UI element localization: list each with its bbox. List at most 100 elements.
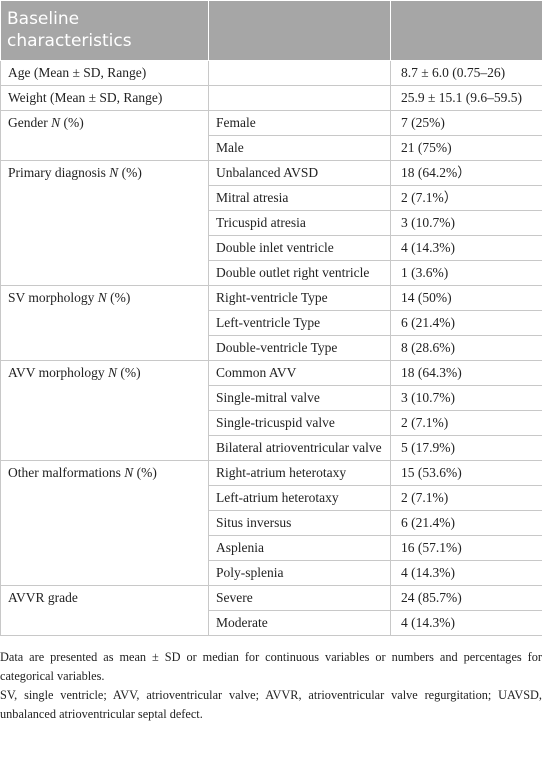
table-row: Other malformations N (%) Right-atrium he… <box>0 460 542 586</box>
item-name: Left-atrium heterotaxy <box>216 490 339 505</box>
group-label: Age (Mean ± SD, Range) <box>8 65 147 80</box>
table-row: Single-mitral valve 3 (10.7%) <box>1 385 542 411</box>
item-name: Poly-splenia <box>216 565 284 580</box>
item-value: 18 (64.3%) <box>401 365 462 380</box>
table-row: Moderate 4 (14.3%) <box>1 610 542 636</box>
group-cell: SV morphology N (%) <box>0 285 209 361</box>
value-cell: 3 (10.7%) <box>390 385 542 411</box>
group-cell: Other malformations N (%) <box>0 460 209 586</box>
group-cell: AVVR grade <box>0 585 209 636</box>
group-label: Weight (Mean ± SD, Range) <box>8 90 163 105</box>
table-row: Poly-splenia 4 (14.3%) <box>1 560 542 586</box>
table-row: Tricuspid atresia 3 (10.7%) <box>1 210 542 236</box>
header-cell <box>208 0 391 61</box>
item-name: Moderate <box>216 615 268 630</box>
item-value: 25.9 ± 15.1 (9.6–59.5) <box>401 90 523 105</box>
group-cell: AVV morphology N (%) <box>0 360 209 461</box>
value-cell: 25.9 ± 15.1 (9.6–59.5) <box>390 85 542 111</box>
value-cell: 18 (64.2%） <box>390 160 542 186</box>
item-cell: Left-atrium heterotaxy <box>208 485 391 511</box>
item-cell: Bilateral atrioventricular valve <box>208 435 391 461</box>
item-name: Right-atrium heterotaxy <box>216 465 347 480</box>
value-cell: 6 (21.4%) <box>390 310 542 336</box>
item-name: Right-ventricle Type <box>216 290 328 305</box>
table-row: Mitral atresia 2 (7.1%） <box>1 185 542 211</box>
item-value: 1 (3.6%) <box>401 265 449 280</box>
stat-symbol: N <box>51 115 61 130</box>
stat-symbol: N <box>97 290 107 305</box>
item-value: 7 (25%) <box>401 115 445 130</box>
table-row: Age (Mean ± SD, Range) 8.7 ± 6.0 (0.75–26… <box>0 60 542 86</box>
table-row: AVV morphology N (%) Common AVV 18 (64.3%) <box>0 360 542 461</box>
item-value: 24 (85.7%) <box>401 590 462 605</box>
item-cell: Tricuspid atresia <box>208 210 391 236</box>
group-cell: Gender N (%) <box>0 110 209 161</box>
value-cell: 5 (17.9%) <box>390 435 542 461</box>
value-cell: 2 (7.1%) <box>390 485 542 511</box>
item-name: Left-ventricle Type <box>216 315 321 330</box>
group-label: AVVR grade <box>8 590 78 605</box>
item-cell: Double-ventricle Type <box>208 335 391 361</box>
group-cell: Age (Mean ± SD, Range) <box>0 60 209 86</box>
group-label: Other malformations <box>8 465 121 480</box>
item-name: Single-mitral valve <box>216 390 320 405</box>
table-row: Double outlet right ventricle 1 (3.6%) <box>1 260 542 286</box>
item-cell: Single-tricuspid valve <box>208 410 391 436</box>
item-name: Double outlet right ventricle <box>216 265 370 280</box>
characteristics-table: Baseline characteristics Age (Mean ± SD,… <box>0 0 542 636</box>
item-cell: Double inlet ventricle <box>208 235 391 261</box>
table-row: Left-atrium heterotaxy 2 (7.1%) <box>1 485 542 511</box>
item-value: 14 (50%) <box>401 290 452 305</box>
item-name: Common AVV <box>216 365 297 380</box>
value-cell: 4 (14.3%) <box>390 560 542 586</box>
stat-unit: (%) <box>63 115 84 130</box>
table-row: Weight (Mean ± SD, Range) 25.9 ± 15.1 (9.… <box>0 85 542 111</box>
item-name: Single-tricuspid valve <box>216 415 335 430</box>
item-name: Situs inversus <box>216 515 292 530</box>
item-cell: Mitral atresia <box>208 185 391 211</box>
table-row: Double inlet ventricle 4 (14.3%) <box>1 235 542 261</box>
item-cell: Poly-splenia <box>208 560 391 586</box>
item-cell: Severe <box>208 585 391 611</box>
table-row: Double-ventricle Type 8 (28.6%) <box>1 335 542 361</box>
value-cell: 16 (57.1%) <box>390 535 542 561</box>
group-label: SV morphology <box>8 290 95 305</box>
table-row: Left-ventricle Type 6 (21.4%) <box>1 310 542 336</box>
item-cell: Moderate <box>208 610 391 636</box>
value-cell: 18 (64.3%) <box>390 360 542 386</box>
value-cell: 24 (85.7%) <box>390 585 542 611</box>
item-name: Double-ventricle Type <box>216 340 338 355</box>
stat-unit: (%) <box>136 465 157 480</box>
header-cell <box>390 0 542 61</box>
item-value: 8 (28.6%) <box>401 340 455 355</box>
item-cell: Common AVV <box>208 360 391 386</box>
item-value: 8.7 ± 6.0 (0.75–26) <box>401 65 506 80</box>
value-cell: 4 (14.3%) <box>390 235 542 261</box>
value-cell: 2 (7.1%) <box>390 410 542 436</box>
item-cell: Female <box>208 110 391 136</box>
value-cell: 8.7 ± 6.0 (0.75–26) <box>390 60 542 86</box>
item-cell: Single-mitral valve <box>208 385 391 411</box>
item-cell: Situs inversus <box>208 510 391 536</box>
item-value: 3 (10.7%) <box>401 390 455 405</box>
item-value: 5 (17.9%) <box>401 440 455 455</box>
stat-symbol: N <box>124 465 134 480</box>
item-cell <box>208 60 391 86</box>
footnote: SV, single ventricle; AVV, atrioventricu… <box>0 688 542 721</box>
group-label: Primary diagnosis <box>8 165 106 180</box>
value-cell: 6 (21.4%) <box>390 510 542 536</box>
value-cell: 21 (75%) <box>390 135 542 161</box>
group-cell: Primary diagnosis N (%) <box>0 160 209 286</box>
item-name: Asplenia <box>216 540 264 555</box>
item-value: 6 (21.4%) <box>401 315 455 330</box>
stat-unit: (%) <box>110 290 131 305</box>
item-name: Mitral atresia <box>216 190 289 205</box>
item-name: Male <box>216 140 244 155</box>
item-name: Tricuspid atresia <box>216 215 306 230</box>
item-value: 2 (7.1%) <box>401 415 449 430</box>
item-name: Severe <box>216 590 253 605</box>
table-row: AVVR grade Severe 24 (85.7%) <box>0 585 542 636</box>
table-body: Age (Mean ± SD, Range) 8.7 ± 6.0 (0.75–26… <box>0 60 542 636</box>
footnote: Data are presented as mean ± SD or media… <box>0 650 542 683</box>
item-value: 16 (57.1%) <box>401 540 462 555</box>
